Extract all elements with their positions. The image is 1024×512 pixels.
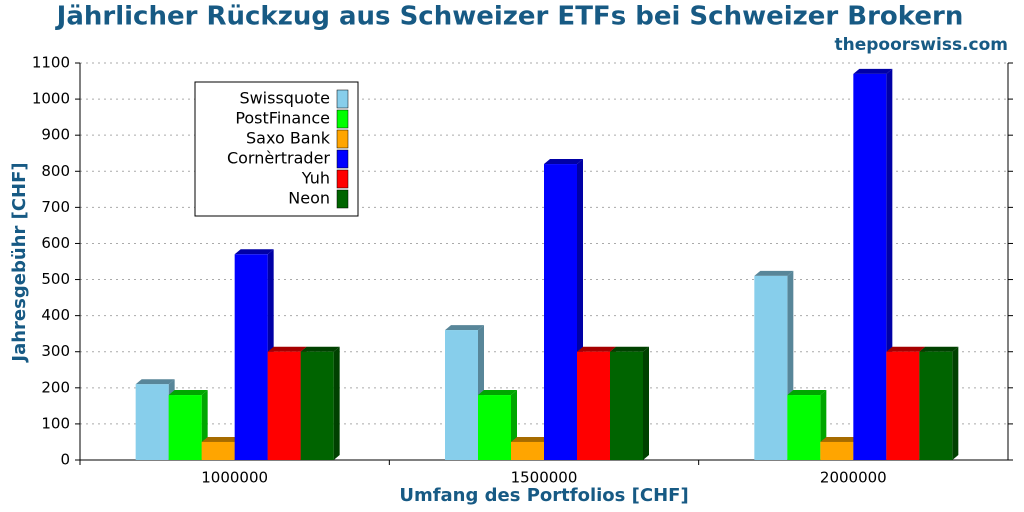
bar-top — [511, 436, 550, 442]
x-tick-label: 2000000 — [820, 469, 887, 487]
bar-top — [168, 390, 208, 396]
legend-swatch — [336, 169, 349, 189]
y-tick-label: 0 — [60, 451, 70, 469]
x-tick-label: 1000000 — [201, 469, 268, 487]
bar — [168, 395, 202, 460]
bar-top — [544, 159, 583, 165]
bar-side — [333, 346, 340, 460]
legend-label: Saxo Bank — [246, 129, 331, 148]
bar — [267, 351, 301, 460]
bar-top — [478, 390, 517, 396]
bar — [445, 330, 478, 460]
legend-box — [194, 81, 359, 217]
bar-top — [853, 68, 893, 74]
x-tick-label: 1500000 — [511, 469, 578, 487]
chart-subtitle: thepoorswiss.com — [835, 35, 1009, 55]
x-axis-label: Umfang des Portfolios [CHF] — [399, 485, 688, 506]
y-tick-label: 800 — [41, 162, 70, 180]
bar — [787, 395, 821, 460]
bar-top — [610, 346, 649, 352]
bar-top — [135, 379, 175, 385]
bar — [610, 351, 643, 460]
y-tick-label: 300 — [41, 342, 70, 360]
y-tick-label: 900 — [41, 126, 70, 144]
bar — [234, 254, 268, 460]
bar-top — [445, 325, 484, 331]
legend-swatch — [336, 149, 349, 169]
bar-top — [234, 249, 274, 255]
chart-title: Jährlicher Rückzug aus Schweizer ETFs be… — [55, 2, 964, 32]
legend-label: Swissquote — [239, 89, 330, 108]
y-tick-label: 500 — [41, 270, 70, 288]
bar — [201, 441, 235, 460]
bar-top — [787, 390, 827, 396]
y-tick-label: 700 — [41, 198, 70, 216]
legend-swatch — [336, 189, 349, 209]
bar-side — [643, 346, 649, 460]
legend-label: Neon — [288, 189, 330, 208]
legend-swatch — [336, 129, 349, 149]
bar — [135, 384, 169, 460]
bar-top — [919, 346, 959, 352]
bar — [919, 351, 953, 460]
legend-swatch — [336, 89, 349, 109]
bar-top — [300, 346, 340, 352]
bar-top — [754, 270, 794, 276]
bar — [853, 73, 887, 460]
bar — [300, 351, 334, 460]
bar-top — [886, 346, 926, 352]
bar — [511, 441, 544, 460]
bar-top — [267, 346, 307, 352]
y-tick-label: 600 — [41, 234, 70, 252]
y-tick-label: 200 — [41, 378, 70, 396]
y-tick-label: 400 — [41, 306, 70, 324]
bar — [544, 164, 577, 460]
y-tick-label: 1100 — [32, 54, 70, 72]
legend-label: Cornèrtrader — [227, 149, 330, 168]
y-tick-label: 1000 — [32, 90, 70, 108]
y-tick-label: 100 — [41, 414, 70, 432]
bar — [886, 351, 920, 460]
bar-side — [952, 346, 959, 460]
bar-top — [201, 436, 241, 442]
legend-label: PostFinance — [235, 109, 330, 128]
legend-swatch — [336, 109, 349, 129]
bar — [478, 395, 511, 460]
bar — [577, 351, 610, 460]
bar-top — [820, 436, 860, 442]
y-axis-label: Jahresgebühr [CHF] — [9, 162, 30, 363]
legend-label: Yuh — [301, 169, 330, 188]
bar — [820, 441, 854, 460]
bar-top — [577, 346, 616, 352]
bar — [754, 275, 788, 460]
